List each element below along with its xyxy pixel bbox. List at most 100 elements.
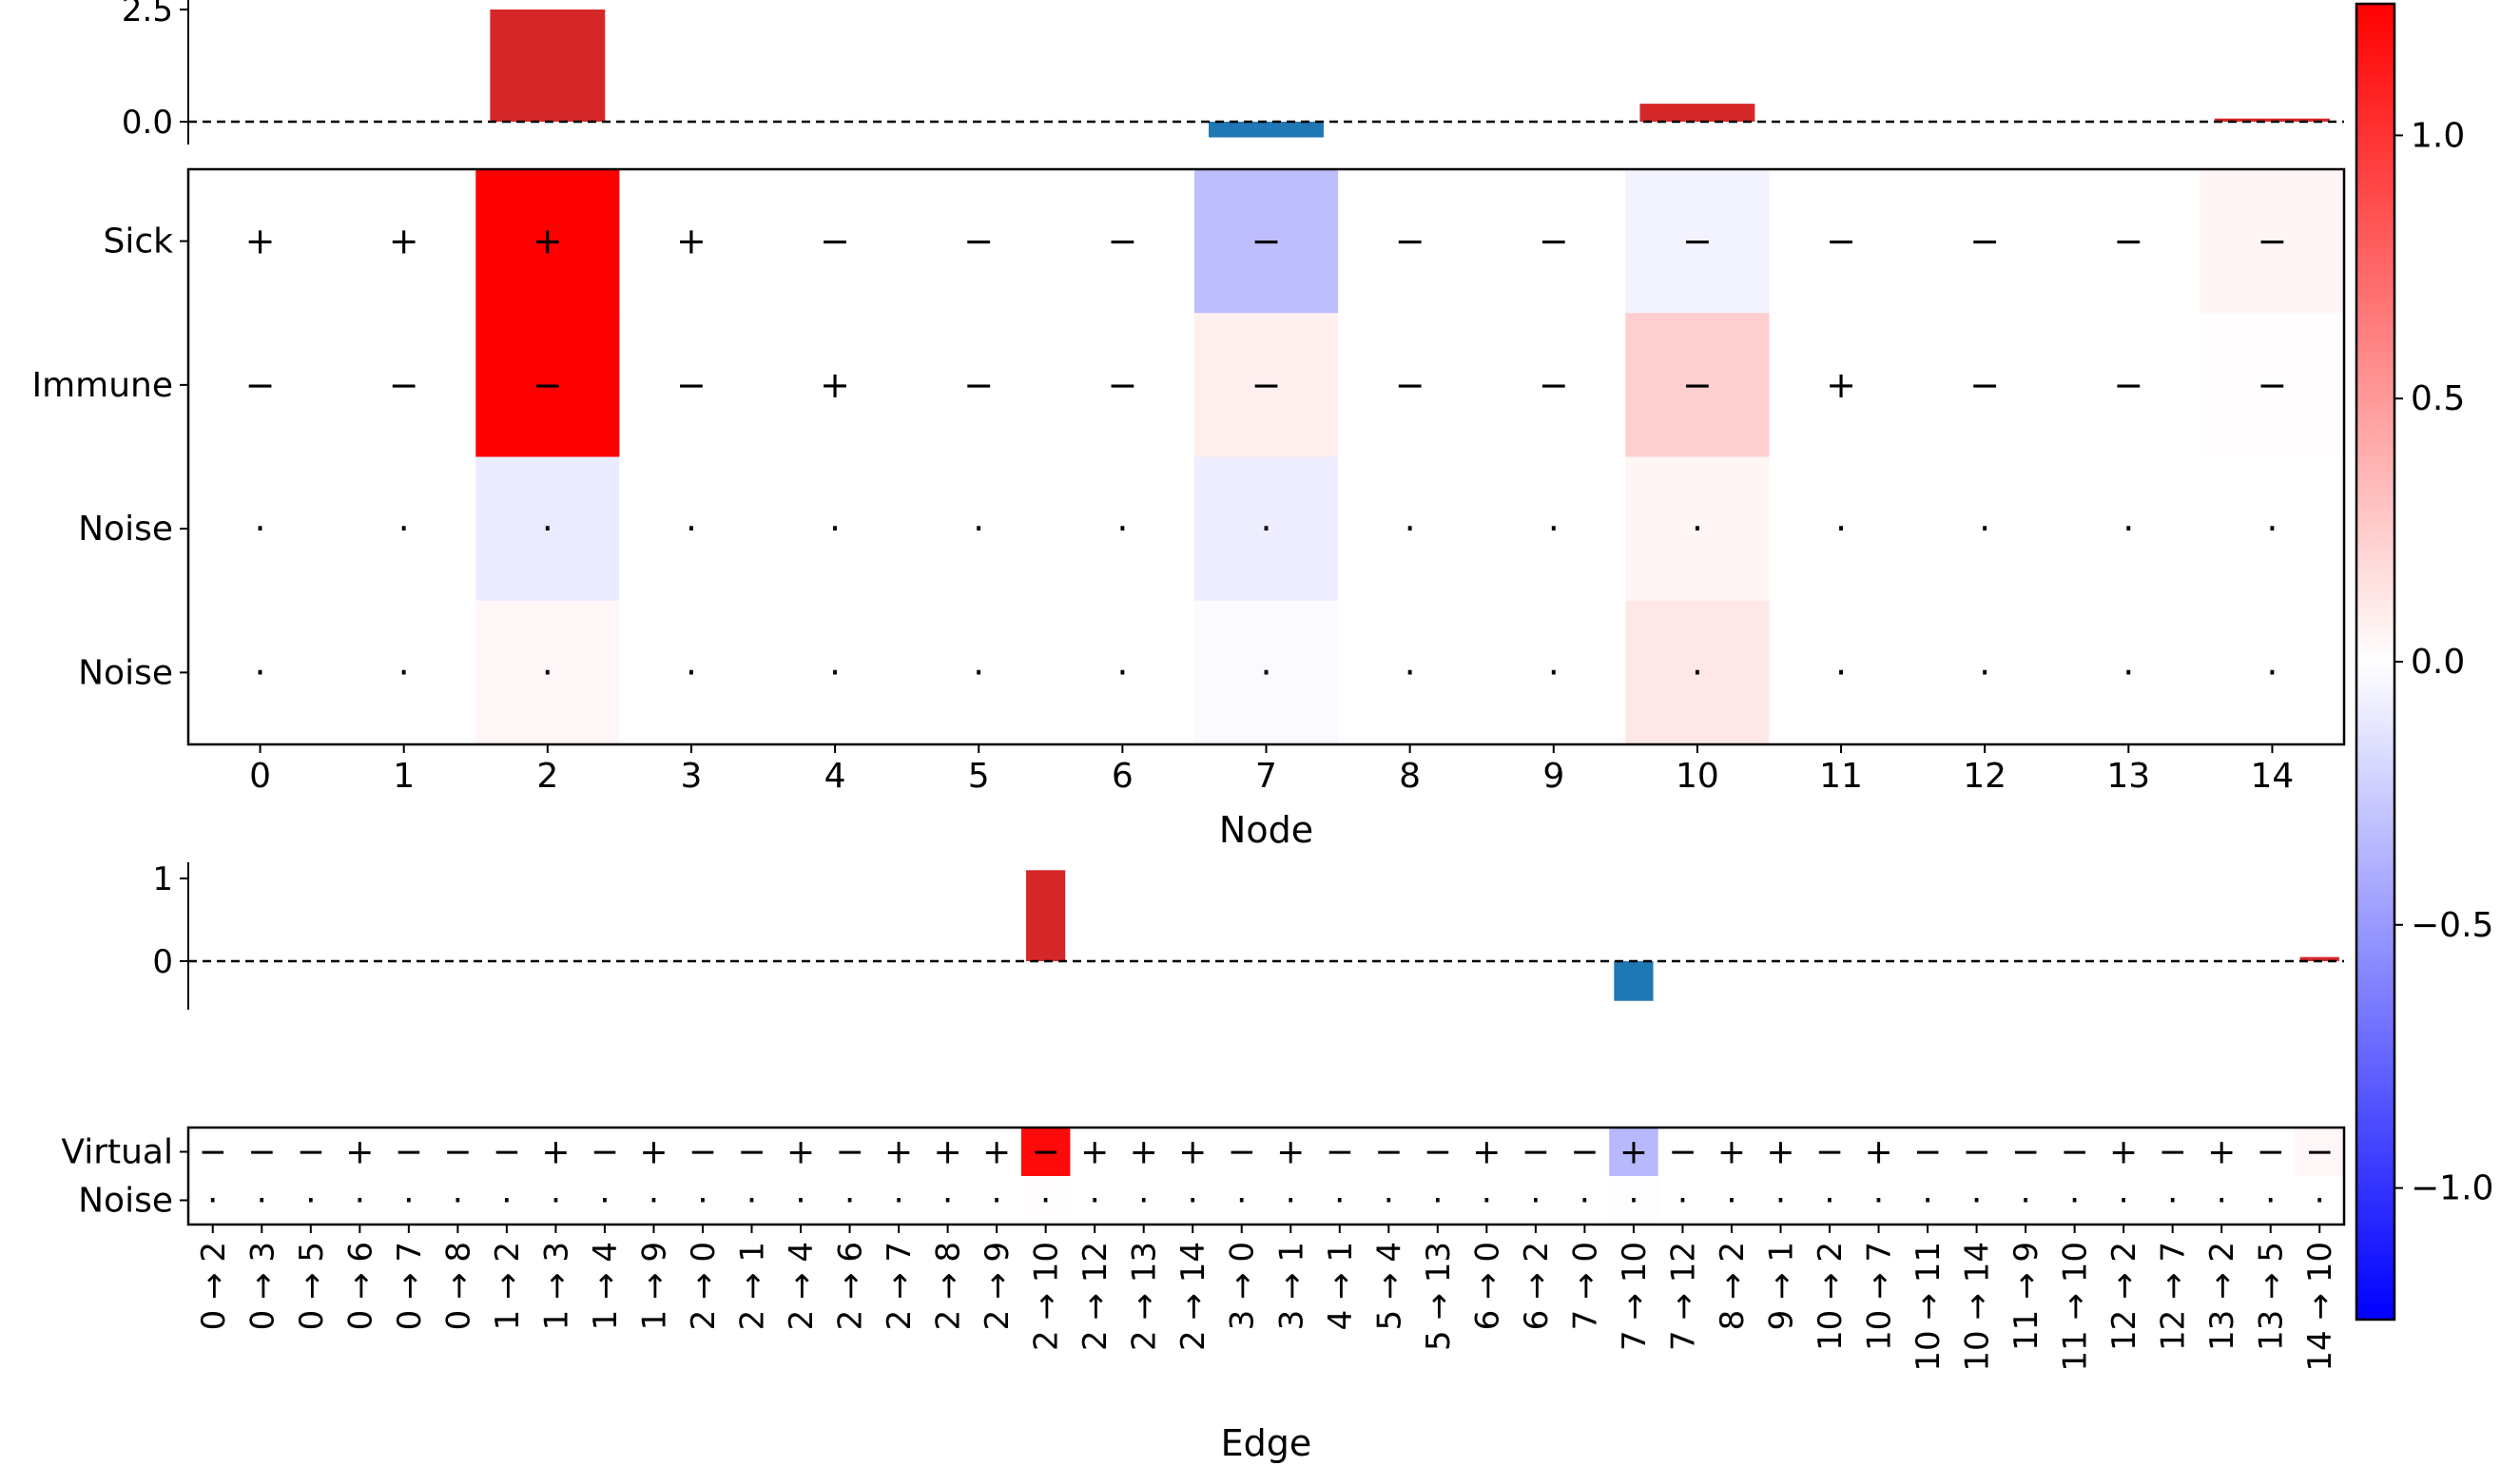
edge-heatmap-cell bbox=[1707, 1176, 1757, 1225]
node-heatmap-cell bbox=[1482, 169, 1626, 314]
edge-heatmap-symbol: + bbox=[934, 1133, 962, 1172]
edge-heatmap-cell bbox=[580, 1128, 630, 1177]
edge-heatmap-cell bbox=[1755, 1176, 1806, 1225]
edge-heatmap-cell bbox=[237, 1128, 287, 1177]
edge-heatmap-symbol: · bbox=[1726, 1182, 1736, 1221]
node-heatmap-cell bbox=[2056, 600, 2201, 745]
edge-heatmap-symbol: − bbox=[443, 1133, 472, 1172]
edge-heatmap-symbol: · bbox=[2167, 1182, 2178, 1221]
edge-heatmap-x-tick-label: 2 → 12 bbox=[1076, 1242, 1115, 1351]
edge-heatmap-cell bbox=[580, 1176, 630, 1225]
node-heatmap-cell bbox=[1625, 600, 1770, 745]
node-heatmap-symbol: · bbox=[1835, 508, 1847, 550]
edge-heatmap-symbol: − bbox=[591, 1133, 619, 1172]
node-heatmap-cell bbox=[1338, 456, 1483, 602]
node-heatmap-symbol: − bbox=[1251, 364, 1282, 406]
edge-heatmap-cell bbox=[1657, 1128, 1708, 1177]
edge-heatmap-symbol: · bbox=[1236, 1182, 1247, 1221]
node-heatmap-cell bbox=[475, 169, 620, 314]
edge-heatmap-symbol: · bbox=[403, 1182, 414, 1221]
node-heatmap-cell bbox=[1050, 600, 1195, 745]
edge-heatmap-cell bbox=[1118, 1176, 1169, 1225]
node-heatmap-cell bbox=[188, 456, 333, 602]
edge-heatmap-symbol: + bbox=[786, 1133, 815, 1172]
colorbar-tick-label: −1.0 bbox=[2411, 1169, 2493, 1208]
edge-heatmap-x-tick-label: 1 → 4 bbox=[587, 1242, 625, 1330]
edge-heatmap-symbol: + bbox=[1766, 1133, 1794, 1172]
edge-heatmap-x-tick-label: 8 → 2 bbox=[1714, 1242, 1752, 1330]
edge-heatmap-cell bbox=[1020, 1128, 1071, 1177]
node-heatmap-symbol: · bbox=[542, 651, 553, 693]
edge-heatmap-symbol: · bbox=[1138, 1182, 1149, 1221]
edge-heatmap-x-tick-label: 7 → 10 bbox=[1616, 1242, 1654, 1351]
edge-heatmap-x-tick-label: 11 → 9 bbox=[2007, 1242, 2045, 1351]
node-heatmap-x-tick-label: 2 bbox=[536, 757, 558, 796]
edge-heatmap-cell bbox=[433, 1176, 483, 1225]
node-bar-y-tick-label: 0.0 bbox=[122, 104, 173, 142]
edge-heatmap-symbol: · bbox=[257, 1182, 267, 1221]
edge-heatmap-symbol: − bbox=[1815, 1133, 1844, 1172]
node-heatmap-symbol: − bbox=[245, 364, 276, 406]
edge-heatmap-x-tick-label: 0 → 7 bbox=[391, 1242, 429, 1330]
edge-heatmap-x-tick-label: 2 → 7 bbox=[881, 1242, 919, 1330]
edge-heatmap-cell bbox=[922, 1128, 973, 1177]
edge-heatmap-x-tick-label: 2 → 1 bbox=[734, 1242, 772, 1330]
node-heatmap-cell bbox=[2200, 600, 2345, 745]
edge-heatmap-cell bbox=[188, 1128, 239, 1177]
edge-heatmap-symbol: − bbox=[737, 1133, 766, 1172]
edge-heatmap-symbol: − bbox=[835, 1133, 863, 1172]
node-heatmap-symbol: · bbox=[255, 508, 266, 550]
node-heatmap-cell bbox=[1912, 600, 2058, 745]
node-heatmap-symbol: − bbox=[533, 364, 563, 406]
edge-heatmap-cell bbox=[1168, 1128, 1218, 1177]
edge-heatmap-cell bbox=[2197, 1128, 2247, 1177]
node-heatmap-x-tick-label: 9 bbox=[1542, 757, 1564, 796]
node-heatmap-symbol: · bbox=[686, 651, 697, 693]
edge-heatmap-x-tick-label: 7 → 12 bbox=[1664, 1242, 1702, 1351]
edge-heatmap-symbol: · bbox=[1971, 1182, 1982, 1221]
edge-heatmap-cell bbox=[237, 1176, 287, 1225]
edge-heatmap-symbol: · bbox=[1922, 1182, 1932, 1221]
edge-heatmap-cell bbox=[286, 1128, 337, 1177]
edge-heatmap-symbol: · bbox=[1286, 1182, 1296, 1221]
edge-heatmap-symbol: + bbox=[884, 1133, 913, 1172]
edge-heatmap-symbol: · bbox=[599, 1182, 610, 1221]
edge-heatmap-cell bbox=[972, 1176, 1022, 1225]
node-heatmap-symbol: · bbox=[829, 651, 841, 693]
node-heatmap-cell bbox=[763, 169, 908, 314]
node-heatmap-x-tick-label: 13 bbox=[2106, 757, 2150, 796]
node-heatmap-cell bbox=[763, 600, 908, 745]
node-bar-y-tick-label: 2.5 bbox=[122, 0, 173, 29]
edge-heatmap-symbol: · bbox=[991, 1182, 1001, 1221]
node-heatmap-x-tick-label: 11 bbox=[1819, 757, 1863, 796]
edge-heatmap-symbol: · bbox=[746, 1182, 757, 1221]
node-heatmap-cell bbox=[619, 456, 765, 602]
edge-heatmap-symbol: · bbox=[1775, 1182, 1786, 1221]
edge-heatmap-symbol: · bbox=[1384, 1182, 1394, 1221]
edge-heatmap-x-tick-label: 2 → 4 bbox=[783, 1242, 821, 1330]
edge-heatmap-cell bbox=[1609, 1128, 1659, 1177]
node-heatmap-x-tick-label: 5 bbox=[968, 757, 990, 796]
node-heatmap-symbol: − bbox=[2113, 364, 2143, 406]
node-heatmap-cell bbox=[1338, 313, 1483, 457]
node-heatmap-symbol: − bbox=[1395, 364, 1425, 406]
edge-heatmap-symbol: · bbox=[2069, 1182, 2080, 1221]
edge-heatmap-x-tick-label: 10 → 14 bbox=[1959, 1242, 1997, 1372]
edge-heatmap-cell bbox=[2001, 1176, 2051, 1225]
node-heatmap-symbol: · bbox=[1979, 508, 1990, 550]
edge-heatmap-symbol: + bbox=[1472, 1133, 1501, 1172]
node-heatmap-cell bbox=[906, 600, 1052, 745]
node-heatmap-cell bbox=[2056, 169, 2201, 314]
edge-heatmap-symbol: − bbox=[199, 1133, 227, 1172]
node-heatmap-cell bbox=[1769, 313, 1914, 457]
node-heatmap-x-tick-label: 1 bbox=[393, 757, 415, 796]
node-heatmap-row-label: Sick bbox=[104, 222, 174, 261]
node-heatmap-symbol: − bbox=[676, 364, 707, 406]
edge-heatmap-x-tick-label: 2 → 8 bbox=[930, 1242, 968, 1330]
edge-heatmap-x-tick-label: 3 → 0 bbox=[1224, 1242, 1262, 1330]
node-heatmap-cell bbox=[906, 313, 1052, 457]
node-heatmap-cell bbox=[906, 169, 1052, 314]
edge-heatmap-symbol: · bbox=[207, 1182, 218, 1221]
edge-heatmap-x-tick-label: 9 → 1 bbox=[1762, 1242, 1800, 1330]
edge-heatmap-cell bbox=[286, 1176, 337, 1225]
